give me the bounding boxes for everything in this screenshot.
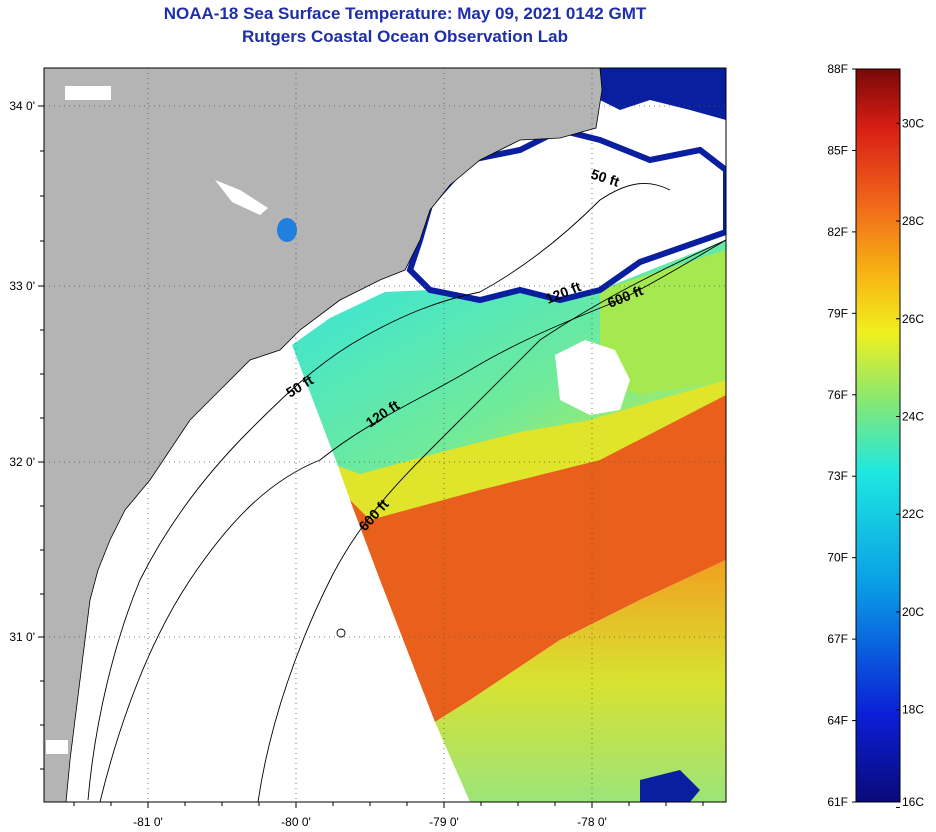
lon-label: -81 0' <box>133 815 163 829</box>
map-panel: 50 ft 50 ft 120 ft 120 ft 600 ft 600 ft <box>44 68 726 802</box>
lat-label: 33 0' <box>9 279 35 293</box>
lon-label: -80 0' <box>281 815 311 829</box>
color-scale-bar <box>855 68 901 803</box>
contour-seamount-ring <box>336 628 346 638</box>
colorbar-fahrenheit-label: 70F <box>827 551 848 565</box>
land-nodata-speck <box>46 740 68 754</box>
lat-label: 32 0' <box>9 455 35 469</box>
land-mass <box>44 68 603 802</box>
cloud-patch-south <box>640 770 700 802</box>
map-title: NOAA-18 Sea Surface Temperature: May 09,… <box>163 4 647 23</box>
colorbar-celsius-label: 30C <box>902 116 924 130</box>
lon-label: -79 0' <box>429 815 459 829</box>
map-subtitle: Rutgers Coastal Ocean Observation Lab <box>242 27 568 46</box>
colorbar-celsius-label: 28C <box>902 214 924 228</box>
colorbar-fahrenheit-label: 85F <box>827 143 848 157</box>
map-tick-marks <box>38 105 704 808</box>
colorbar-fahrenheit-label: 73F <box>827 469 848 483</box>
colorbar-celsius-label: 22C <box>902 507 924 521</box>
inland-lake-pixel <box>277 218 297 242</box>
colorbar-fahrenheit-label: 64F <box>827 714 848 728</box>
colorbar-celsius-label: 18C <box>902 703 924 717</box>
contour-120ft <box>99 239 726 802</box>
sst-southern-water <box>435 560 726 802</box>
colorbar-celsius-label: 16C <box>902 795 924 809</box>
cloud-patch-northeast <box>600 68 726 120</box>
sst-front-yellow <box>338 380 726 525</box>
colorbar-fahrenheit-label: 76F <box>827 388 848 402</box>
contour-50ft <box>87 183 671 801</box>
land-nodata-speck <box>65 86 111 100</box>
colorbar-celsius-label: 26C <box>902 312 924 326</box>
lon-label: -78 0' <box>577 815 607 829</box>
color-scale-legend: 88F 85F 82F 79F 76F 73F 70F 67F 64F 61F 30C 28C 26C… <box>827 62 924 809</box>
map-graticule <box>44 68 726 802</box>
colorbar-celsius-label: 24C <box>902 409 924 423</box>
lat-label: 31 0' <box>9 630 35 644</box>
land-nodata-speck <box>215 180 268 215</box>
lat-label: 34 0' <box>9 99 35 113</box>
contour-600ft <box>257 239 726 802</box>
map-frame <box>43 67 727 803</box>
cloud-patch-offshore <box>555 340 630 415</box>
sst-gulf-stream-core <box>350 395 726 722</box>
colorbar-celsius-label: 20C <box>902 605 924 619</box>
colorbar-fahrenheit-label: 61F <box>827 795 848 809</box>
colorbar-fahrenheit-label: 79F <box>827 306 848 320</box>
colorbar-fahrenheit-label: 67F <box>827 632 848 646</box>
colorbar-fahrenheit-label: 88F <box>827 62 848 76</box>
colorbar-fahrenheit-label: 82F <box>827 225 848 239</box>
